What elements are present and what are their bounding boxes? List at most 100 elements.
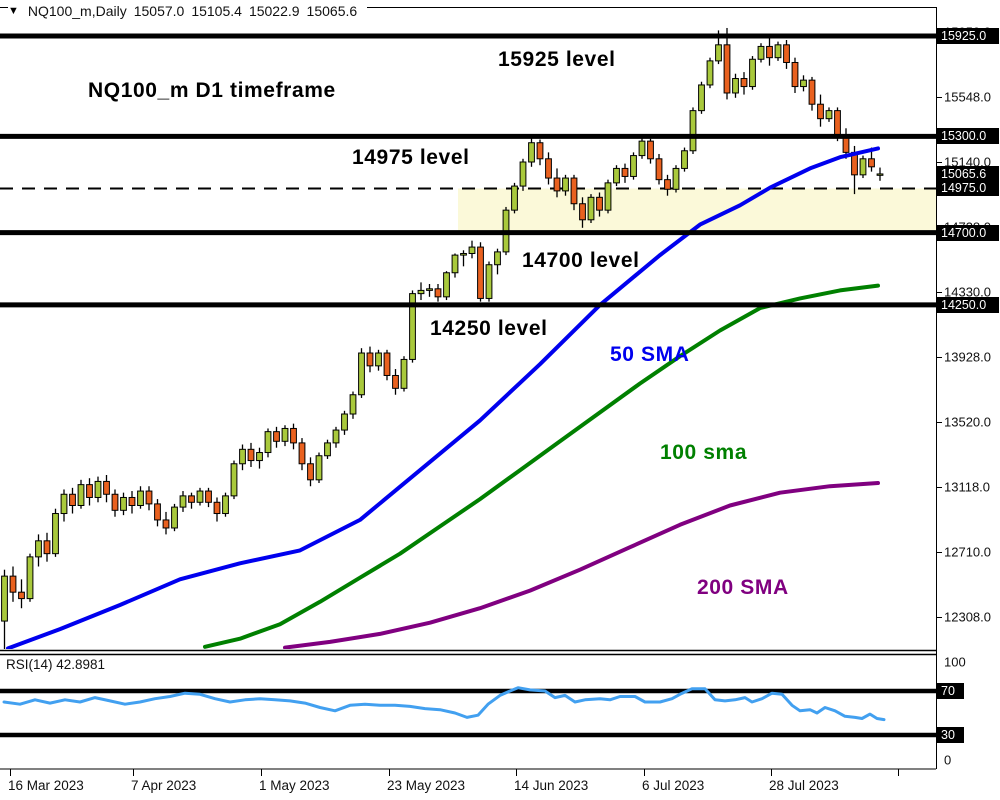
bull-candle — [222, 495, 229, 515]
bear-candle — [383, 352, 391, 376]
bull-candle — [375, 352, 382, 367]
bull-candle — [494, 251, 501, 266]
bear-candle — [647, 140, 654, 160]
bear-candle — [579, 203, 586, 221]
bear-candle — [290, 427, 297, 444]
bull-candle — [613, 167, 620, 184]
bull-candle — [451, 254, 459, 274]
date-tick-mark — [133, 769, 134, 776]
bull-candle — [409, 293, 416, 360]
price-level-badge: 15925.0 — [937, 27, 999, 44]
bull-candle — [417, 289, 425, 295]
price-tick-mark — [936, 486, 942, 488]
bull-candle — [443, 272, 450, 298]
date-tick-label: 16 Mar 2023 — [8, 778, 84, 793]
price-tick-label: 13118.0 — [944, 479, 991, 495]
bear-candle — [664, 179, 671, 190]
bear-candle — [783, 44, 790, 63]
bear-candle — [213, 501, 221, 515]
price-tick-mark — [936, 552, 942, 554]
date-tick-label: 7 Apr 2023 — [131, 778, 197, 793]
bull-candle — [77, 484, 85, 506]
bear-candle — [392, 374, 399, 389]
bull-candle — [324, 442, 331, 457]
bear-candle — [366, 352, 374, 367]
bull-candle — [196, 490, 204, 503]
bull-candle — [120, 496, 127, 511]
bear-candle — [273, 431, 280, 442]
bear-candle — [545, 158, 552, 179]
bull-candle — [332, 429, 340, 444]
date-tick-mark — [771, 769, 772, 776]
bear-candle — [18, 591, 25, 600]
annotation-sma200: 200 SMA — [697, 576, 789, 599]
price-tick-label: 15548.0 — [944, 89, 991, 104]
bear-candle — [9, 575, 17, 593]
bear-candle — [621, 167, 629, 177]
price-tick-label: 12308.0 — [944, 609, 991, 625]
date-tick-label: 28 Jul 2023 — [769, 778, 839, 793]
bear-candle — [834, 110, 841, 136]
bull-candle — [681, 150, 688, 169]
bull-candle — [171, 506, 178, 529]
chart-header: ▼ NQ100_m,Daily 15057.0 15105.4 15022.9 … — [8, 3, 368, 21]
date-tick-label: 6 Jul 2023 — [642, 778, 705, 793]
bull-candle — [230, 463, 238, 497]
price-tick-label: 14330.0 — [944, 284, 991, 300]
price-tick-mark — [936, 292, 942, 294]
bear-candle — [817, 103, 824, 120]
rsi-pane — [0, 686, 936, 738]
annotation-14700-level: 14700 level — [522, 249, 640, 272]
bull-candle — [400, 358, 408, 389]
bear-candle — [808, 79, 816, 105]
bull-candle — [706, 60, 714, 86]
ohlc-low: 15022.9 — [248, 3, 300, 19]
bull-candle — [137, 490, 144, 506]
date-tick-label: 23 May 2023 — [387, 778, 466, 793]
bull-candle — [715, 44, 722, 62]
annotation-sma50: 50 SMA — [610, 343, 690, 366]
annotation-sma100: 100 sma — [660, 441, 748, 464]
sma-200-line — [283, 481, 880, 649]
bull-candle — [349, 394, 357, 415]
date-tick-mark — [644, 769, 645, 776]
bear-candle — [791, 61, 799, 88]
price-level-badge: 14250.0 — [937, 296, 999, 313]
bear-candle — [536, 142, 544, 160]
main-price-pane — [0, 27, 936, 649]
bull-candle — [732, 78, 739, 94]
price-level-badge: 14975.0 — [937, 180, 999, 197]
price-tick-label: 13928.0 — [944, 349, 991, 365]
rsi-level-badge: 30 — [937, 727, 964, 743]
price-tick-label: 13520.0 — [944, 414, 991, 430]
bear-candle — [86, 484, 93, 498]
bull-candle — [638, 140, 646, 157]
ohlc-high: 15105.4 — [191, 3, 242, 19]
bear-candle — [205, 490, 212, 503]
price-tick-label: 12710.0 — [944, 544, 991, 560]
bear-candle — [596, 196, 603, 211]
price-level-badge: 15300.0 — [937, 128, 999, 145]
price-tick-label: 15140.0 — [944, 154, 991, 170]
bear-candle — [570, 177, 578, 205]
bear-candle — [434, 288, 442, 298]
date-tick-label: 1 May 2023 — [259, 778, 330, 793]
bull-candle — [587, 196, 595, 221]
bull-candle — [60, 493, 68, 515]
bear-candle — [307, 463, 314, 481]
highlight-band — [458, 188, 936, 232]
price-tick-mark — [936, 96, 942, 98]
rsi-level-badge: 70 — [937, 683, 964, 699]
bull-candle — [519, 161, 527, 187]
bear-candle — [477, 246, 484, 299]
annotation-timeframe: NQ100_m D1 timeframe — [88, 79, 336, 102]
bull-candle — [1, 575, 8, 622]
price-level-badge: 14700.0 — [937, 224, 999, 241]
price-tick-mark — [936, 356, 942, 358]
symbol-expander-icon[interactable]: ▼ — [8, 5, 19, 17]
rsi-tick-label: 100 — [944, 654, 966, 670]
date-tick-label: 14 Jun 2023 — [514, 778, 589, 793]
bear-candle — [740, 78, 748, 88]
bull-candle — [689, 110, 697, 152]
